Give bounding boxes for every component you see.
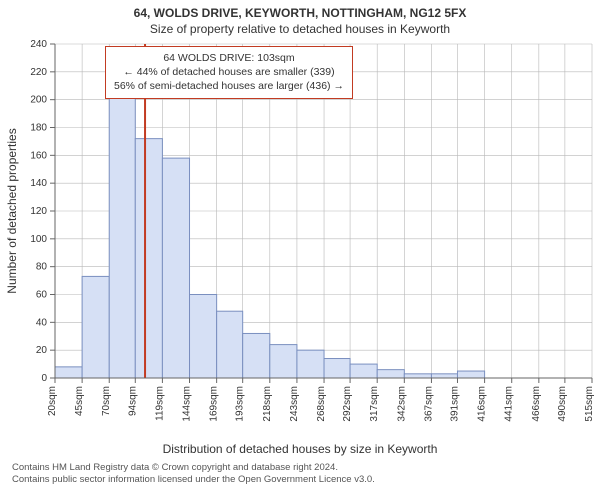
- svg-text:317sqm: 317sqm: [369, 386, 380, 422]
- svg-text:193sqm: 193sqm: [235, 386, 246, 422]
- bar: [377, 370, 404, 378]
- svg-text:342sqm: 342sqm: [396, 386, 407, 422]
- svg-text:40: 40: [36, 317, 48, 328]
- bar: [82, 276, 109, 378]
- svg-text:490sqm: 490sqm: [557, 386, 568, 422]
- svg-text:180: 180: [30, 123, 47, 134]
- svg-text:416sqm: 416sqm: [477, 386, 488, 422]
- svg-text:70sqm: 70sqm: [101, 386, 112, 416]
- histogram-svg: 0 20 40 60 80 100 120 140 160 180 200 220 240 20sqm 45…: [0, 40, 600, 440]
- bar: [243, 333, 270, 378]
- svg-text:20sqm: 20sqm: [47, 386, 58, 416]
- bar: [297, 350, 324, 378]
- svg-text:94sqm: 94sqm: [127, 386, 138, 416]
- svg-text:169sqm: 169sqm: [209, 386, 220, 422]
- x-axis-label: Distribution of detached houses by size …: [0, 440, 600, 456]
- svg-text:144sqm: 144sqm: [182, 386, 193, 422]
- y-axis: 0 20 40 60 80 100 120 140 160 180 200 220 240: [30, 40, 55, 384]
- svg-text:0: 0: [41, 373, 47, 384]
- bar: [135, 139, 162, 378]
- bar: [55, 367, 82, 378]
- svg-text:243sqm: 243sqm: [289, 386, 300, 422]
- bar: [404, 374, 431, 378]
- svg-text:119sqm: 119sqm: [154, 386, 165, 421]
- callout-box: 64 WOLDS DRIVE: 103sqm ← 44% of detached…: [105, 46, 353, 99]
- bar: [457, 371, 484, 378]
- bar: [162, 158, 189, 378]
- bar: [109, 97, 135, 378]
- svg-text:441sqm: 441sqm: [504, 386, 515, 422]
- bar: [324, 359, 350, 378]
- footer-line1: Contains HM Land Registry data © Crown c…: [12, 462, 600, 474]
- svg-text:391sqm: 391sqm: [449, 386, 460, 422]
- footer-line2: Contains public sector information licen…: [12, 474, 600, 486]
- bar: [270, 345, 297, 378]
- chart-area: 0 20 40 60 80 100 120 140 160 180 200 220 240 20sqm 45…: [0, 40, 600, 440]
- page-title-line1: 64, WOLDS DRIVE, KEYWORTH, NOTTINGHAM, N…: [0, 0, 600, 20]
- svg-text:466sqm: 466sqm: [531, 386, 542, 422]
- svg-text:100: 100: [30, 234, 47, 245]
- svg-text:292sqm: 292sqm: [342, 386, 353, 422]
- svg-text:60: 60: [36, 290, 48, 301]
- bar: [431, 374, 457, 378]
- page-title-line2: Size of property relative to detached ho…: [0, 20, 600, 40]
- svg-text:45sqm: 45sqm: [74, 386, 85, 416]
- x-axis: 20sqm 45sqm 70sqm 94sqm 119sqm 144sqm 169sqm 19…: [47, 378, 595, 422]
- bar: [350, 364, 377, 378]
- svg-text:220: 220: [30, 67, 47, 78]
- svg-text:120: 120: [30, 206, 47, 217]
- svg-text:80: 80: [36, 262, 48, 273]
- svg-text:268sqm: 268sqm: [316, 386, 327, 422]
- footer: Contains HM Land Registry data © Crown c…: [0, 456, 600, 487]
- callout-line1: 64 WOLDS DRIVE: 103sqm: [114, 51, 344, 65]
- y-axis-label: Number of detached properties: [5, 128, 19, 293]
- bar: [217, 311, 243, 378]
- svg-text:200: 200: [30, 95, 47, 106]
- svg-text:160: 160: [30, 150, 47, 161]
- svg-text:240: 240: [30, 40, 47, 50]
- svg-text:140: 140: [30, 178, 47, 189]
- bar: [190, 295, 217, 379]
- svg-text:515sqm: 515sqm: [584, 386, 595, 422]
- callout-line2: ← 44% of detached houses are smaller (33…: [114, 65, 344, 79]
- svg-text:367sqm: 367sqm: [423, 386, 434, 422]
- callout-line3: 56% of semi-detached houses are larger (…: [114, 79, 344, 93]
- svg-text:218sqm: 218sqm: [262, 386, 273, 422]
- svg-text:20: 20: [36, 345, 48, 356]
